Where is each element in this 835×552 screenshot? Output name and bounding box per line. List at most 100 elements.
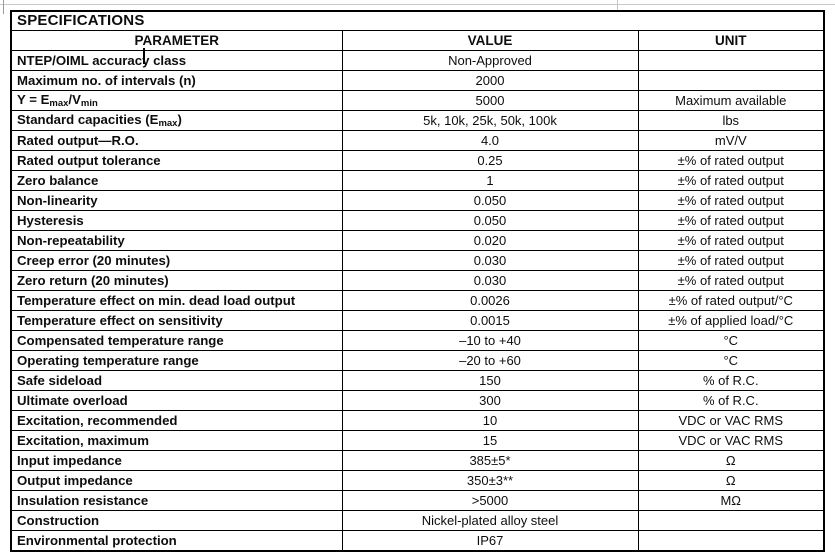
parameter-cell: Insulation resistance <box>10 490 343 511</box>
parameter-cell: Zero return (20 minutes) <box>10 270 343 291</box>
unit-cell: lbs <box>637 110 825 131</box>
table-row: Excitation, maximum 15 VDC or VAC RMS <box>10 430 825 451</box>
text-cursor <box>143 48 145 64</box>
table-row: NTEP/OIML accuracy class Non-Approved <box>10 50 825 71</box>
value-cell: 350±3** <box>341 470 639 491</box>
spec-table-body: NTEP/OIML accuracy class Non-Approved Ma… <box>10 50 825 552</box>
table-row: Maximum no. of intervals (n) 2000 <box>10 70 825 91</box>
parameter-cell: Input impedance <box>10 450 343 471</box>
value-cell: 0.050 <box>341 210 639 231</box>
parameter-cell: Rated output tolerance <box>10 150 343 171</box>
table-row: Rated output tolerance 0.25 ±% of rated … <box>10 150 825 171</box>
parameter-cell: Excitation, recommended <box>10 410 343 431</box>
parameter-cell: Y = Emax/Vmin <box>10 90 343 111</box>
scan-artifact-left-tick <box>3 0 4 14</box>
table-row: Input impedance 385±5* Ω <box>10 450 825 471</box>
parameter-cell: Operating temperature range <box>10 350 343 371</box>
unit-cell: ±% of rated output <box>637 190 825 211</box>
parameter-cell: Ultimate overload <box>10 390 343 411</box>
unit-cell: °C <box>637 330 825 351</box>
column-header-parameter: PARAMETER <box>10 30 343 51</box>
unit-cell: mV/V <box>637 130 825 151</box>
parameter-cell: Output impedance <box>10 470 343 491</box>
parameter-cell: Non-linearity <box>10 190 343 211</box>
unit-cell <box>637 510 825 531</box>
parameter-cell: Construction <box>10 510 343 531</box>
value-cell: 2000 <box>341 70 639 91</box>
value-cell: 385±5* <box>341 450 639 471</box>
unit-cell: Maximum available <box>637 90 825 111</box>
value-cell: 0.050 <box>341 190 639 211</box>
table-header-row: PARAMETER VALUE UNIT <box>10 30 825 51</box>
unit-cell: VDC or VAC RMS <box>637 430 825 451</box>
table-row: Y = Emax/Vmin 5000 Maximum available <box>10 90 825 111</box>
value-cell: 150 <box>341 370 639 391</box>
value-cell: 5k, 10k, 25k, 50k, 100k <box>341 110 639 131</box>
table-row: Non-repeatability 0.020 ±% of rated outp… <box>10 230 825 251</box>
column-header-unit: UNIT <box>637 30 825 51</box>
value-cell: IP67 <box>341 530 639 552</box>
scan-artifact-top-line <box>0 4 835 5</box>
table-row: Zero return (20 minutes) 0.030 ±% of rat… <box>10 270 825 291</box>
value-cell: –10 to +40 <box>341 330 639 351</box>
table-row: Standard capacities (Emax) 5k, 10k, 25k,… <box>10 110 825 131</box>
table-row: Excitation, recommended 10 VDC or VAC RM… <box>10 410 825 431</box>
parameter-cell: Standard capacities (Emax) <box>10 110 343 131</box>
parameter-cell: Safe sideload <box>10 370 343 391</box>
parameter-cell: Hysteresis <box>10 210 343 231</box>
unit-cell: Ω <box>637 450 825 471</box>
unit-cell <box>637 70 825 91</box>
parameter-cell: Temperature effect on sensitivity <box>10 310 343 331</box>
value-cell: Non-Approved <box>341 50 639 71</box>
unit-cell <box>637 530 825 552</box>
unit-cell: % of R.C. <box>637 390 825 411</box>
page-title: SPECIFICATIONS <box>10 10 825 31</box>
table-row: Compensated temperature range –10 to +40… <box>10 330 825 351</box>
table-row: Output impedance 350±3** Ω <box>10 470 825 491</box>
scan-artifact-mid-tick <box>617 0 618 12</box>
value-cell: 0.0015 <box>341 310 639 331</box>
unit-cell: °C <box>637 350 825 371</box>
unit-cell: ±% of rated output <box>637 230 825 251</box>
value-cell: >5000 <box>341 490 639 511</box>
unit-cell: ±% of rated output <box>637 270 825 291</box>
unit-cell: Ω <box>637 470 825 491</box>
value-cell: 300 <box>341 390 639 411</box>
value-cell: 4.0 <box>341 130 639 151</box>
unit-cell: ±% of rated output <box>637 150 825 171</box>
table-row: Zero balance 1 ±% of rated output <box>10 170 825 191</box>
value-cell: –20 to +60 <box>341 350 639 371</box>
parameter-cell: Creep error (20 minutes) <box>10 250 343 271</box>
value-cell: 0.0026 <box>341 290 639 311</box>
parameter-cell: Maximum no. of intervals (n) <box>10 70 343 91</box>
unit-cell <box>637 50 825 71</box>
unit-cell: ±% of rated output <box>637 170 825 191</box>
parameter-cell: Rated output—R.O. <box>10 130 343 151</box>
unit-cell: ±% of applied load/°C <box>637 310 825 331</box>
value-cell: 0.030 <box>341 270 639 291</box>
unit-cell: MΩ <box>637 490 825 511</box>
unit-cell: ±% of rated output <box>637 210 825 231</box>
value-cell: 10 <box>341 410 639 431</box>
table-row: Temperature effect on sensitivity 0.0015… <box>10 310 825 331</box>
value-cell: 15 <box>341 430 639 451</box>
value-cell: 5000 <box>341 90 639 111</box>
table-row: Safe sideload 150 % of R.C. <box>10 370 825 391</box>
parameter-cell: Zero balance <box>10 170 343 191</box>
value-cell: Nickel-plated alloy steel <box>341 510 639 531</box>
table-row: Temperature effect on min. dead load out… <box>10 290 825 311</box>
parameter-cell: Environmental protection <box>10 530 343 552</box>
parameter-cell: Excitation, maximum <box>10 430 343 451</box>
table-row: Non-linearity 0.050 ±% of rated output <box>10 190 825 211</box>
unit-cell: ±% of rated output/°C <box>637 290 825 311</box>
parameter-cell: Compensated temperature range <box>10 330 343 351</box>
parameter-cell: NTEP/OIML accuracy class <box>10 50 343 71</box>
value-cell: 0.020 <box>341 230 639 251</box>
table-row: Rated output—R.O. 4.0 mV/V <box>10 130 825 151</box>
value-cell: 1 <box>341 170 639 191</box>
unit-cell: ±% of rated output <box>637 250 825 271</box>
unit-cell: % of R.C. <box>637 370 825 391</box>
value-cell: 0.25 <box>341 150 639 171</box>
table-row: Creep error (20 minutes) 0.030 ±% of rat… <box>10 250 825 271</box>
table-row: Construction Nickel-plated alloy steel <box>10 510 825 531</box>
